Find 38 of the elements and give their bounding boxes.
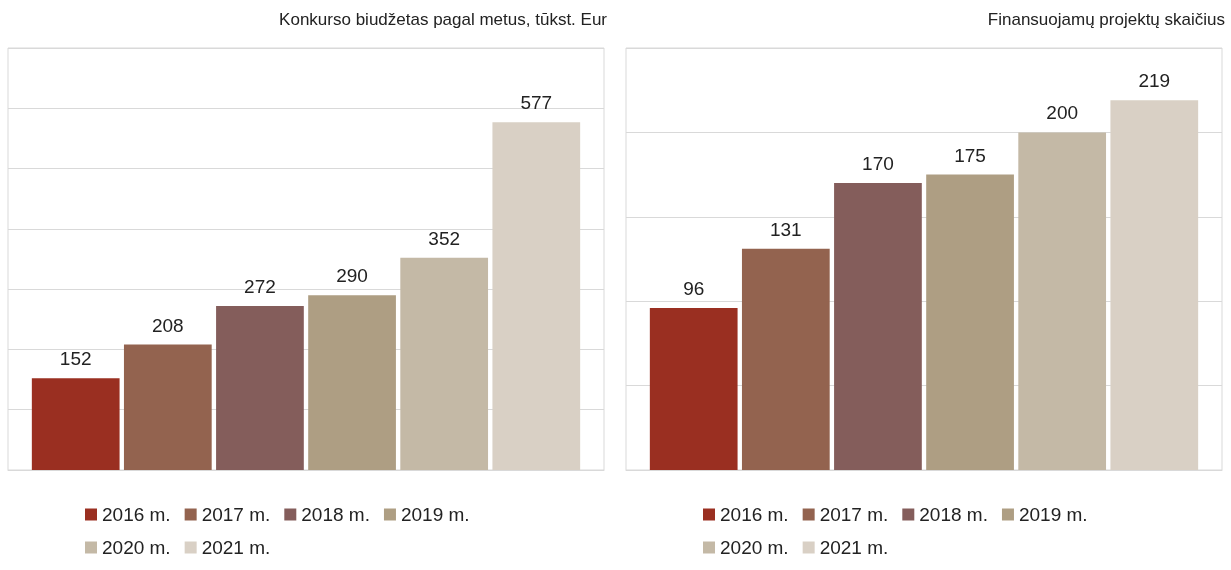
data-label: 352	[428, 227, 461, 249]
bar	[31, 378, 120, 470]
bar	[216, 306, 304, 470]
legend-label: 2016 m.	[720, 504, 789, 525]
legend-label: 2017 m.	[201, 504, 271, 525]
legend-label: 2020 m.	[102, 537, 171, 558]
data-label: 170	[862, 153, 894, 175]
bar	[926, 174, 1014, 470]
bar	[308, 295, 396, 470]
bar	[649, 307, 738, 470]
bar	[492, 122, 581, 470]
bar	[400, 257, 489, 470]
data-label: 577	[520, 92, 553, 114]
legend-label: 2017 m.	[819, 504, 889, 525]
legend-label: 2019 m.	[400, 504, 470, 525]
legend-label: 2021 m.	[201, 537, 271, 558]
data-label: 96	[683, 277, 705, 299]
data-label: 200	[1046, 102, 1079, 124]
legend-label: 2018 m.	[919, 504, 988, 525]
data-label: 208	[151, 314, 184, 336]
bar	[741, 248, 830, 470]
bar	[1018, 132, 1107, 470]
data-label: 175	[954, 144, 986, 166]
bar	[123, 344, 212, 470]
bar	[1110, 100, 1199, 470]
legend-label: 2018 m.	[301, 504, 370, 525]
legend-label: 2019 m.	[1018, 504, 1088, 525]
legend-label: 2020 m.	[720, 537, 789, 558]
data-label: 290	[336, 265, 368, 287]
bar	[834, 183, 922, 470]
data-label: 152	[59, 348, 92, 370]
chart-title: Konkurso biudžetas pagal metus, tūkst. Eur	[279, 10, 608, 29]
legend-label: 2016 m.	[102, 504, 171, 525]
data-label: 272	[244, 276, 276, 298]
legend-label: 2021 m.	[819, 537, 889, 558]
data-label: 131	[769, 218, 802, 240]
data-label: 219	[1138, 70, 1171, 92]
chart-title: Finansuojamų projektų skaičius	[987, 10, 1225, 29]
